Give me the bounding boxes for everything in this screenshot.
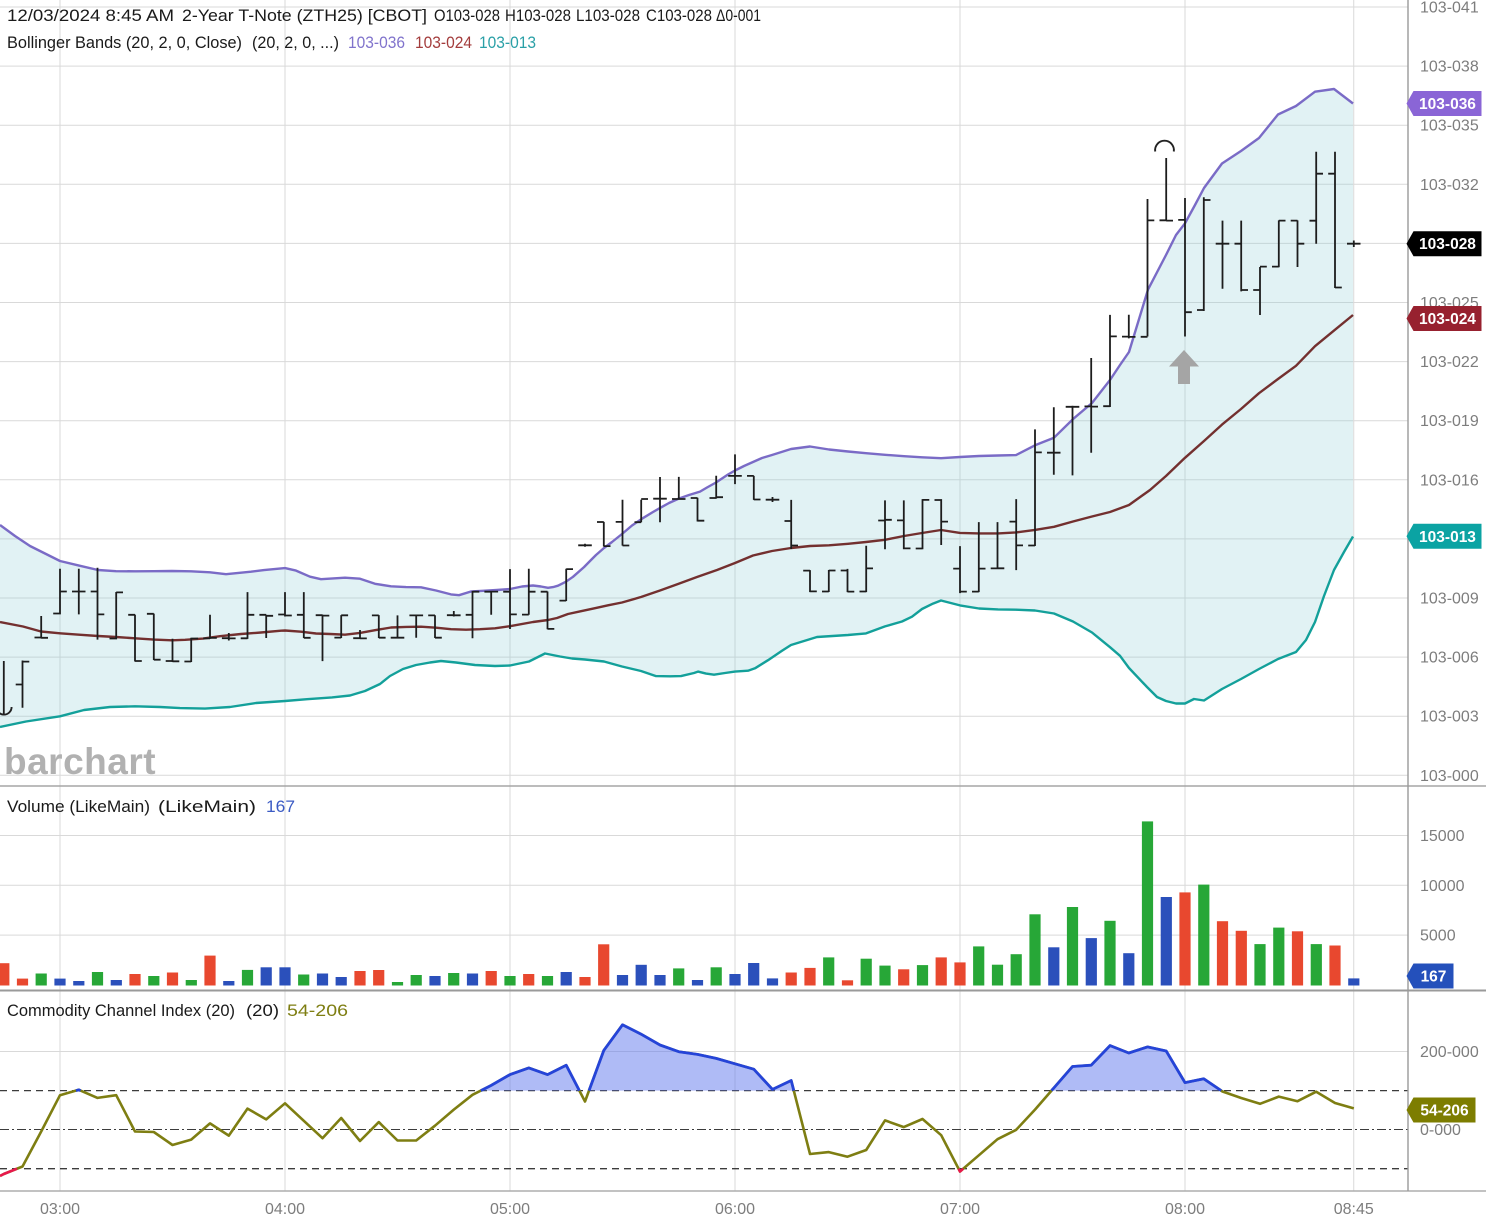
svg-text:5000: 5000 [1420,928,1456,945]
svg-text:103-041: 103-041 [1420,0,1479,17]
svg-text:167: 167 [1421,969,1447,986]
svg-text:103-006: 103-006 [1420,650,1479,667]
svg-text:10000: 10000 [1420,878,1465,895]
svg-text:15000: 15000 [1420,828,1465,845]
svg-text:06:00: 06:00 [715,1201,755,1218]
svg-text:07:00: 07:00 [940,1201,980,1218]
svg-text:103-022: 103-022 [1420,354,1479,371]
svg-text:05:00: 05:00 [490,1201,530,1218]
svg-text:Commodity Channel Index (20)(2: Commodity Channel Index (20) (20) 54-206 [7,1002,348,1020]
svg-text:103-019: 103-019 [1420,413,1479,430]
svg-text:04:00: 04:00 [265,1201,305,1218]
svg-text:103-024: 103-024 [1419,311,1476,328]
svg-text:barchart: barchart [4,741,156,782]
svg-text:08:00: 08:00 [1165,1201,1205,1218]
svg-text:200-000: 200-000 [1420,1044,1479,1061]
svg-text:03:00: 03:00 [40,1201,80,1218]
svg-text:103-009: 103-009 [1420,591,1479,608]
svg-text:0-000: 0-000 [1420,1122,1461,1139]
svg-text:103-003: 103-003 [1420,709,1479,726]
svg-text:54-206: 54-206 [1420,1103,1469,1120]
svg-text:Bollinger Bands (20, 2, 0, Clo: Bollinger Bands (20, 2, 0, Close) (20, 2,… [7,34,536,52]
svg-text:103-028: 103-028 [1419,236,1476,253]
svg-text:12/03/2024 8:45 AM2-Year T-Not: 12/03/2024 8:45 AM 2-Year T-Note (ZTH25) … [7,7,761,25]
svg-text:103-000: 103-000 [1420,768,1479,785]
svg-text:Volume (LikeMain)(LikeMain)167: Volume (LikeMain) (LikeMain) 167 [7,798,295,816]
svg-text:103-036: 103-036 [1419,96,1476,113]
svg-text:103-016: 103-016 [1420,472,1479,489]
svg-text:103-035: 103-035 [1420,118,1479,135]
svg-text:103-038: 103-038 [1420,59,1479,76]
svg-text:08:45: 08:45 [1334,1201,1374,1218]
svg-text:103-032: 103-032 [1420,177,1479,194]
svg-text:103-013: 103-013 [1419,529,1476,546]
